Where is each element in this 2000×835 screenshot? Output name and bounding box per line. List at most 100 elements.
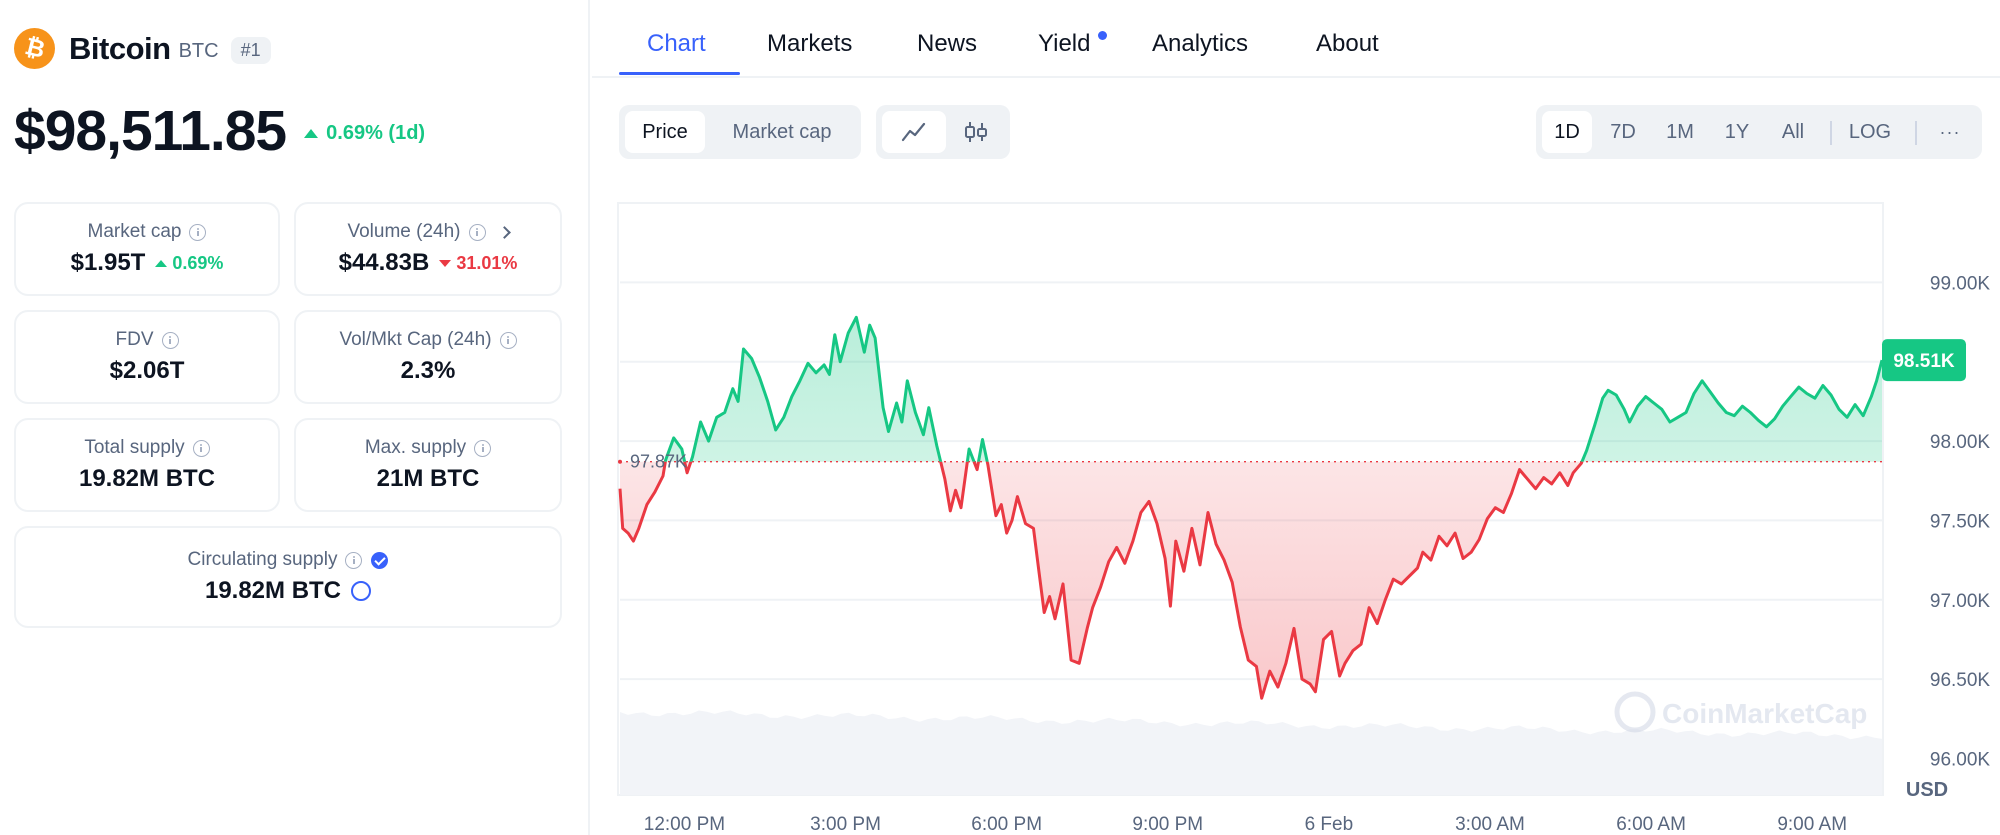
baseline-label: 97.87K bbox=[630, 452, 687, 472]
info-icon[interactable] bbox=[474, 439, 492, 457]
current-price-tag: 98.51K bbox=[1882, 339, 1966, 382]
stat-label: Max. supply bbox=[364, 437, 467, 458]
watermark-text: CoinMarketCap bbox=[1662, 698, 1867, 729]
x-tick-label: 12:00 PM bbox=[644, 814, 725, 835]
price-area-below bbox=[620, 461, 1582, 699]
stat-value: 2.3% bbox=[400, 357, 456, 384]
coin-name: Bitcoin bbox=[69, 30, 171, 66]
range-all-button[interactable]: All bbox=[1781, 120, 1805, 143]
x-tick-label: 3:00 PM bbox=[810, 814, 881, 835]
y-tick-label: 96.00K bbox=[1930, 749, 1991, 770]
new-badge-dot bbox=[1098, 31, 1107, 40]
x-tick-label: 6:00 AM bbox=[1616, 814, 1686, 835]
stat-total-supply: Total supply 19.82M BTC bbox=[14, 418, 280, 512]
stat-label: Circulating supply bbox=[187, 549, 338, 570]
market-cap-change: 0.69% bbox=[155, 253, 223, 274]
coin-symbol: BTC bbox=[178, 40, 219, 62]
price-line-up bbox=[663, 315, 1884, 462]
tab-bar: Chart Markets News Yield Analytics About bbox=[592, 0, 2000, 78]
log-scale-button[interactable]: LOG bbox=[1848, 120, 1892, 143]
stat-value: 19.82M BTC bbox=[78, 465, 216, 492]
stat-label: FDV bbox=[115, 329, 154, 350]
price-toggle-button[interactable]: Price bbox=[625, 111, 705, 153]
y-tick-label: 97.00K bbox=[1930, 591, 1991, 612]
caret-up-icon bbox=[304, 128, 319, 138]
stat-label: Vol/Mkt Cap (24h) bbox=[339, 329, 492, 350]
range-7d-button[interactable]: 7D bbox=[1610, 120, 1636, 143]
price-change-value: 0.69% (1d) bbox=[326, 121, 426, 144]
volume-change: 31.01% bbox=[439, 253, 517, 274]
candlestick-icon bbox=[965, 122, 987, 142]
tab-news[interactable]: News bbox=[917, 30, 978, 57]
info-icon[interactable] bbox=[345, 551, 363, 569]
stat-fdv: FDV $2.06T bbox=[14, 310, 280, 404]
baseline-marker bbox=[618, 459, 622, 464]
x-tick-label: 9:00 PM bbox=[1132, 814, 1203, 835]
chart-plot-border bbox=[617, 202, 1884, 796]
active-tab-indicator bbox=[619, 72, 740, 75]
x-tick-label: 3:00 AM bbox=[1455, 814, 1525, 835]
coin-price: $98,511.85 bbox=[14, 99, 287, 163]
line-chart-icon bbox=[901, 122, 926, 142]
stat-label: Total supply bbox=[84, 437, 185, 458]
metric-toggle: Price Market cap bbox=[619, 105, 861, 159]
current-price-tag-label: 98.51K bbox=[1893, 351, 1955, 372]
stat-value: 19.82M BTC bbox=[204, 577, 342, 604]
tab-chart[interactable]: Chart bbox=[647, 30, 706, 57]
tab-yield[interactable]: Yield bbox=[1038, 30, 1091, 57]
x-tick-label: 6:00 PM bbox=[971, 814, 1042, 835]
x-tick-label: 6 Feb bbox=[1305, 814, 1354, 835]
candlestick-chart-button[interactable] bbox=[946, 111, 1006, 153]
stat-value: 21M BTC bbox=[376, 465, 480, 492]
range-selector: 1D 7D 1M 1Y All LOG ··· bbox=[1536, 105, 1982, 159]
stat-value: $44.83B bbox=[338, 249, 430, 276]
chevron-right-icon[interactable] bbox=[497, 225, 511, 239]
currency-label: USD bbox=[1906, 779, 1948, 801]
stat-label: Market cap bbox=[87, 221, 182, 242]
price-row: $98,511.85 0.69% (1d) bbox=[14, 98, 425, 164]
x-tick-label: 9:00 AM bbox=[1777, 814, 1847, 835]
info-icon[interactable] bbox=[468, 223, 486, 241]
stat-volume[interactable]: Volume (24h) $44.83B 31.01% bbox=[294, 202, 562, 296]
supply-progress-ring-icon bbox=[351, 581, 372, 601]
line-chart-button[interactable] bbox=[882, 111, 946, 153]
range-divider bbox=[1915, 121, 1917, 145]
y-tick-label: 96.50K bbox=[1930, 670, 1991, 691]
more-options-button[interactable]: ··· bbox=[1939, 121, 1961, 142]
coinmarketcap-logo-icon bbox=[1614, 691, 1656, 733]
caret-up-icon bbox=[155, 259, 168, 267]
price-change: 0.69% (1d) bbox=[304, 122, 425, 145]
stat-max-supply: Max. supply 21M BTC bbox=[294, 418, 562, 512]
stat-circulating-supply: Circulating supply 19.82M BTC bbox=[14, 526, 562, 628]
info-icon[interactable] bbox=[499, 331, 517, 349]
tab-markets[interactable]: Markets bbox=[767, 30, 853, 57]
coin-overview-panel: ₿ Bitcoin BTC #1 $98,511.85 0.69% (1d) M… bbox=[0, 0, 590, 835]
y-tick-label: 97.50K bbox=[1930, 511, 1991, 532]
watermark: CoinMarketCap bbox=[1614, 691, 1867, 733]
y-tick-label: 99.00K bbox=[1930, 273, 1991, 294]
range-1y-button[interactable]: 1Y bbox=[1724, 120, 1750, 143]
caret-down-icon bbox=[439, 259, 452, 267]
info-icon[interactable] bbox=[189, 223, 207, 241]
stat-value: $2.06T bbox=[109, 357, 185, 384]
price-line-down bbox=[618, 461, 1584, 700]
stat-label: Volume (24h) bbox=[347, 221, 461, 242]
tab-about[interactable]: About bbox=[1316, 30, 1379, 57]
range-1d-button[interactable]: 1D bbox=[1542, 111, 1592, 153]
verified-check-icon bbox=[371, 551, 389, 569]
range-1m-button[interactable]: 1M bbox=[1666, 120, 1694, 143]
current-price-tag-bg bbox=[1882, 339, 1966, 382]
stat-market-cap: Market cap $1.95T 0.69% bbox=[14, 202, 280, 296]
stat-vol-mkt-cap: Vol/Mkt Cap (24h) 2.3% bbox=[294, 310, 562, 404]
range-divider bbox=[1830, 121, 1832, 145]
market-cap-toggle-button[interactable]: Market cap bbox=[732, 120, 832, 143]
info-icon[interactable] bbox=[192, 439, 210, 457]
tab-analytics[interactable]: Analytics bbox=[1152, 30, 1249, 57]
bitcoin-logo-icon: ₿ bbox=[14, 28, 55, 69]
chart-type-toggle bbox=[876, 105, 1010, 159]
stat-value: $1.95T bbox=[70, 249, 146, 276]
y-tick-label: 98.00K bbox=[1930, 432, 1991, 453]
price-area-above bbox=[620, 317, 1882, 462]
info-icon[interactable] bbox=[161, 331, 179, 349]
coin-header: ₿ Bitcoin BTC #1 bbox=[14, 28, 271, 69]
